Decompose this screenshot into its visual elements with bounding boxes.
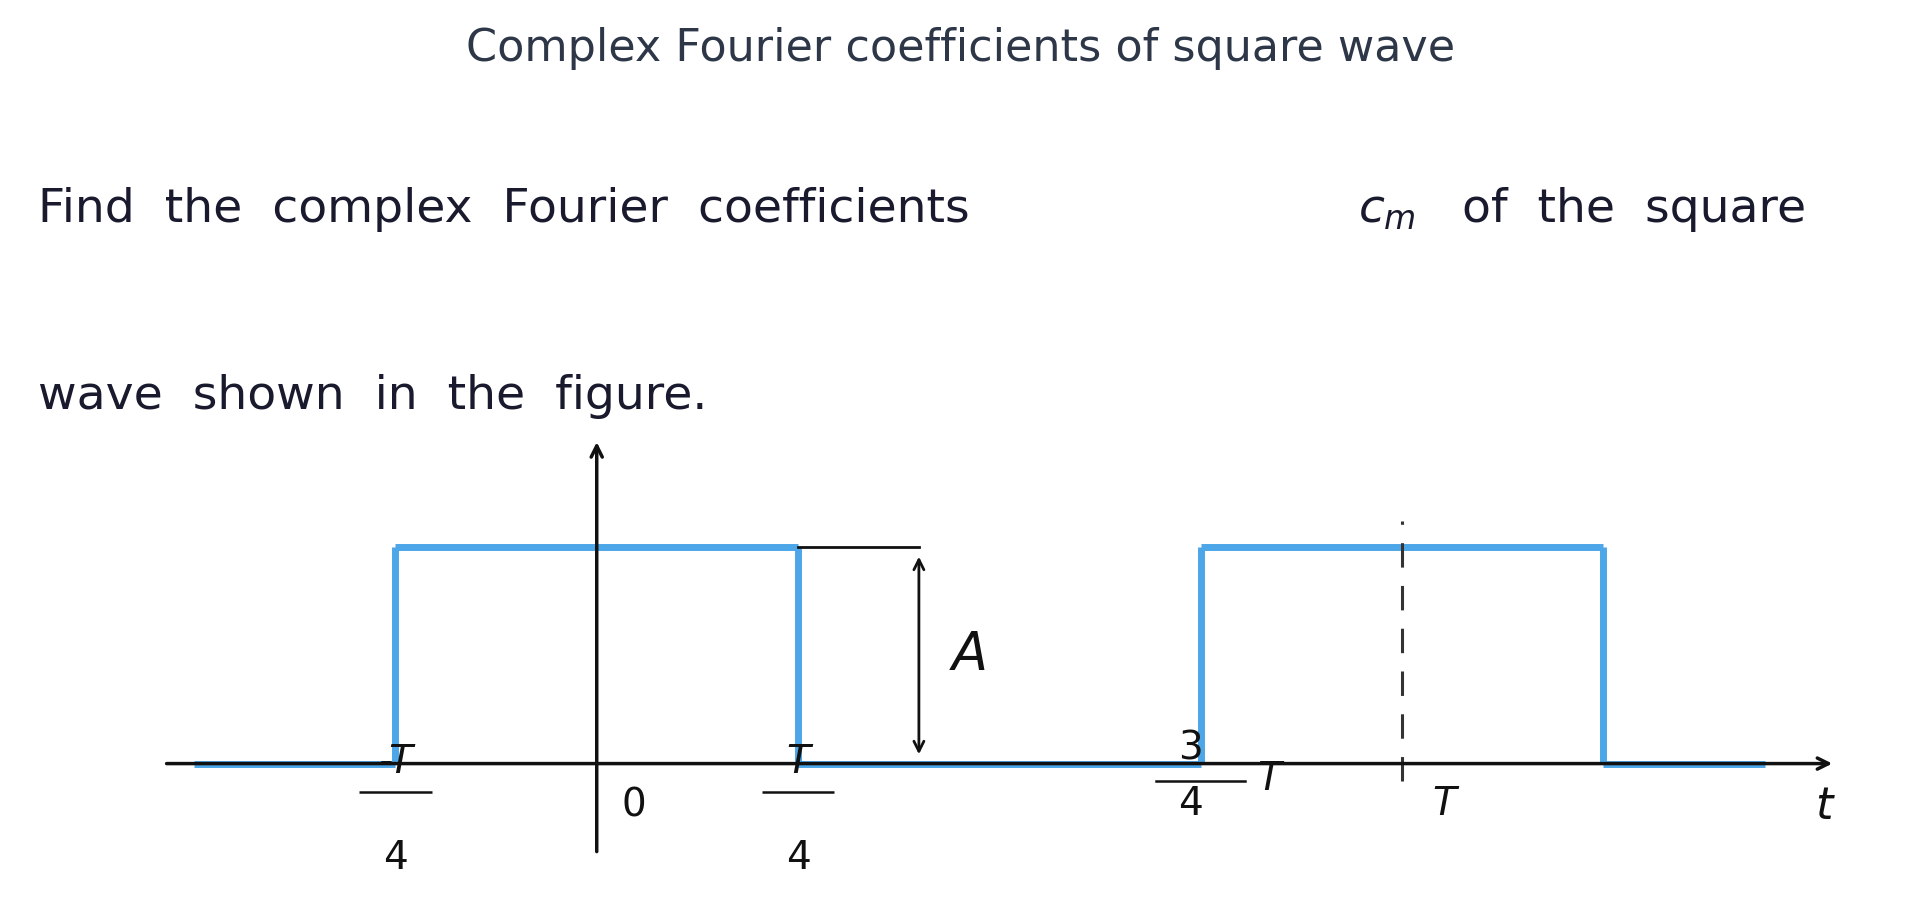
Text: -T: -T (379, 743, 413, 781)
Text: wave  shown  in  the  figure.: wave shown in the figure. (38, 374, 707, 419)
Text: of  the  square: of the square (1432, 187, 1805, 232)
Text: 4: 4 (1178, 785, 1203, 824)
Text: $t$: $t$ (1814, 785, 1836, 828)
Text: Complex Fourier coefficients of square wave: Complex Fourier coefficients of square w… (467, 27, 1455, 70)
Text: 3: 3 (1178, 730, 1203, 768)
Text: T: T (786, 743, 809, 781)
Text: $T$: $T$ (1257, 760, 1286, 798)
Text: $0$: $0$ (621, 785, 646, 824)
Text: $T$: $T$ (1432, 785, 1461, 824)
Text: Find  the  complex  Fourier  coefficients: Find the complex Fourier coefficients (38, 187, 999, 232)
Text: 4: 4 (382, 839, 407, 877)
Text: $c_m$: $c_m$ (1357, 187, 1417, 232)
Text: 4: 4 (786, 839, 811, 877)
Text: $\mathit{A}$: $\mathit{A}$ (949, 629, 986, 682)
